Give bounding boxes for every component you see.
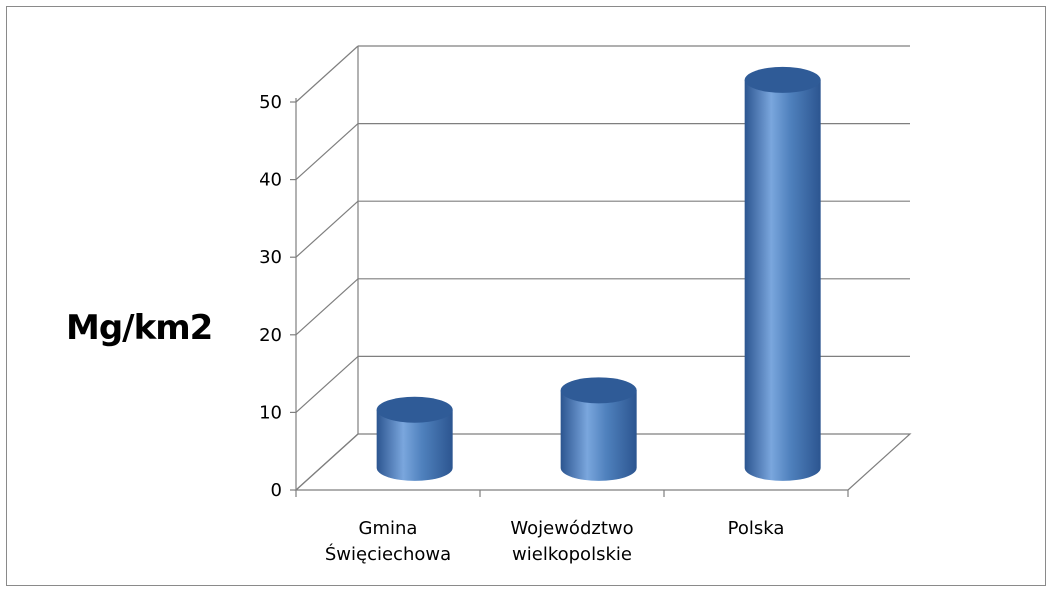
chart-frame (6, 6, 1046, 586)
side-wall-line-10 (295, 355, 359, 413)
y-tick-label-50: 50 (259, 92, 282, 113)
side-wall-line-20 (295, 278, 359, 336)
y-tick-label-40: 40 (259, 170, 282, 191)
bar-body-2 (744, 79, 821, 481)
side-wall-line-50 (295, 45, 359, 103)
y-tick-label-0: 0 (271, 480, 282, 501)
bar-body-1 (560, 390, 637, 481)
bar-top-1 (560, 377, 637, 404)
bar-top-0 (376, 396, 453, 423)
side-wall-line-30 (295, 200, 359, 258)
y-axis-label: Mg/km2 (66, 308, 213, 348)
x-category-label-2: Polska (728, 518, 785, 539)
y-tick-label-10: 10 (259, 402, 282, 423)
y-tick-label-20: 20 (259, 325, 282, 346)
x-category-label-1: Województwo wielkopolskie (510, 518, 633, 565)
x-category-label-0: Gmina Święciechowa (325, 518, 451, 565)
y-tick-label-30: 30 (259, 247, 282, 268)
bar-body-0 (376, 409, 453, 481)
bar-top-2 (744, 66, 821, 93)
side-wall-line-40 (295, 123, 359, 181)
